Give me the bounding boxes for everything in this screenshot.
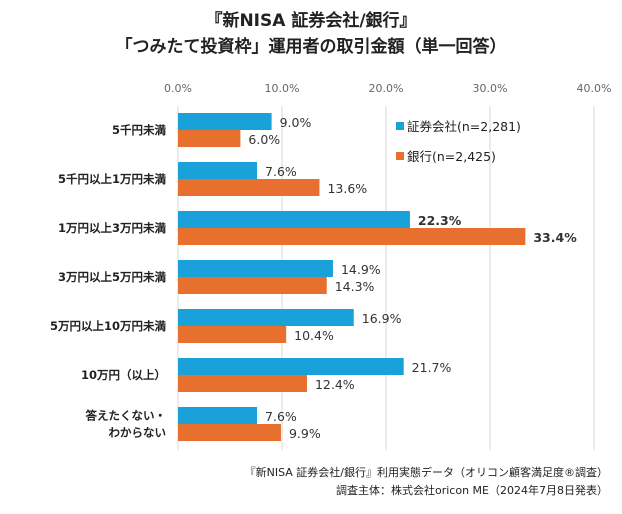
category-label: わからない <box>109 426 167 440</box>
category-label: 10万円（以上） <box>81 368 166 382</box>
data-label: 7.6% <box>265 164 297 179</box>
bar-bank <box>178 228 526 245</box>
footnote-publisher: 調査主体：株式会社oricon ME（2024年7月8日発表） <box>336 484 608 497</box>
data-label: 10.4% <box>294 328 334 343</box>
legend-label: 銀行(n=2,425) <box>407 149 496 164</box>
data-label: 12.4% <box>315 377 355 392</box>
data-label: 9.0% <box>280 115 312 130</box>
category-label: 3万円以上5万円未満 <box>58 270 167 284</box>
legend-label: 証券会社(n=2,281) <box>407 119 521 134</box>
category-label: 5千円未満 <box>112 123 167 137</box>
x-tick-label: 10.0% <box>265 82 300 95</box>
data-label: 33.4% <box>533 230 577 245</box>
x-tick-label: 20.0% <box>369 82 404 95</box>
chart-title-line1: 『新NISA 証券会社/銀行』 <box>205 11 417 31</box>
data-label: 22.3% <box>418 213 462 228</box>
legend-swatch <box>396 122 404 130</box>
x-tick-label: 0.0% <box>164 82 192 95</box>
bar-bank <box>178 130 241 147</box>
chart-title-line2: 「つみたて投資枠」運用者の取引金額（単一回答） <box>115 37 507 57</box>
bar-securities <box>178 211 410 228</box>
data-label: 7.6% <box>265 409 297 424</box>
data-label: 13.6% <box>327 181 367 196</box>
data-label: 6.0% <box>248 132 280 147</box>
bar-bank <box>178 277 327 294</box>
bar-bank <box>178 424 281 441</box>
bar-securities <box>178 358 404 375</box>
data-label: 14.3% <box>335 279 375 294</box>
category-label: 5千円以上1万円未満 <box>58 172 167 186</box>
data-label: 9.9% <box>289 426 321 441</box>
bar-securities <box>178 260 333 277</box>
footnote-source: 『新NISA 証券会社/銀行』利用実態データ（オリコン顧客満足度®調査） <box>244 466 608 479</box>
x-tick-label: 40.0% <box>577 82 612 95</box>
data-label: 14.9% <box>341 262 381 277</box>
bar-securities <box>178 407 258 424</box>
x-tick-label: 30.0% <box>473 82 508 95</box>
category-label: 5万円以上10万円未満 <box>50 319 167 333</box>
bar-securities <box>178 309 354 326</box>
bar-securities <box>178 113 272 130</box>
category-label: 答えたくない・ <box>85 409 167 423</box>
data-label: 16.9% <box>362 311 402 326</box>
category-label: 1万円以上3万円未満 <box>58 221 167 235</box>
bar-securities <box>178 162 258 179</box>
bar-bank <box>178 179 320 196</box>
data-label: 21.7% <box>412 360 452 375</box>
legend-swatch <box>396 152 404 160</box>
bar-bank <box>178 326 287 343</box>
bar-bank <box>178 375 307 392</box>
